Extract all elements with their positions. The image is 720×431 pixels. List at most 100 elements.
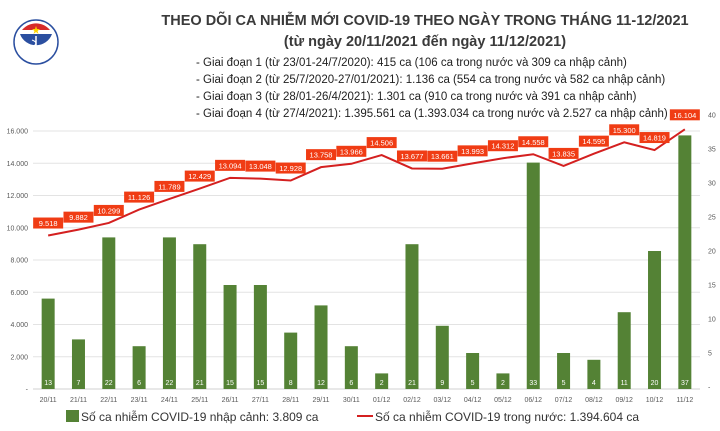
bar [557, 353, 571, 389]
left-tick-label: 4.000 [10, 322, 28, 329]
bar [41, 298, 55, 389]
bar-data-label: 7 [77, 380, 81, 387]
line-label-box [396, 150, 427, 162]
line-label-box [306, 149, 337, 161]
line-data-label: 14.312 [491, 142, 514, 151]
line-label-box [336, 145, 367, 157]
line-label-box [184, 170, 215, 182]
line-label-box [578, 135, 609, 147]
bar [344, 346, 358, 389]
line-data-label: 13.677 [401, 152, 424, 161]
x-tick-label: 01/12 [373, 397, 391, 404]
note-2: - Giai đoạn 2 (từ 25/7/2020-27/01/2021):… [196, 74, 665, 86]
x-tick-label: 09/12 [615, 397, 633, 404]
bar-data-label: 12 [317, 380, 325, 387]
line-data-label: 14.506 [370, 139, 393, 148]
line-data-label: 14.819 [643, 134, 666, 143]
line-data-label: 12.429 [188, 172, 211, 181]
chart-title: THEO DÕI CA NHIỄM MỚI COVID-19 THEO NGÀY… [161, 11, 688, 29]
line-label-box [245, 160, 276, 172]
line-data-label: 13.758 [310, 151, 333, 160]
x-tick-label: 04/12 [464, 397, 482, 404]
line-data-label: 13.661 [431, 152, 454, 161]
bar-data-label: 5 [471, 380, 475, 387]
bar-data-label: 6 [349, 380, 353, 387]
bar-data-label: 37 [681, 380, 689, 387]
line-data-label: 11.126 [128, 193, 150, 202]
x-tick-label: 30/11 [343, 397, 360, 404]
x-tick-label: 25/11 [191, 397, 208, 404]
bar-data-label: 15 [256, 380, 264, 387]
bar-data-label: 33 [529, 380, 537, 387]
line-data-label: 10.299 [97, 206, 120, 215]
bar-data-label: 21 [408, 380, 416, 387]
bar [193, 244, 207, 389]
x-tick-label: 27/11 [252, 397, 269, 404]
legend-line-label: Số ca nhiễm COVID-19 trong nước: 1.394.6… [375, 409, 639, 424]
bar [435, 325, 449, 389]
line-label-box [548, 147, 579, 159]
x-tick-label: 21/11 [70, 397, 87, 404]
legend: Số ca nhiễm COVID-19 nhập cảnh: 3.809 ca… [66, 409, 639, 424]
line-data-label: 13.993 [461, 147, 484, 156]
right-tick-label: 40 [708, 113, 716, 120]
bar [617, 312, 631, 389]
right-tick-label: - [708, 385, 711, 392]
line-data-label: 14.595 [582, 137, 605, 146]
note-4: - Giai đoạn 4 (từ 27/4/2021): 1.395.561 … [196, 108, 668, 120]
x-tick-label: 20/11 [40, 397, 57, 404]
bar-data-label: 22 [105, 380, 113, 387]
left-tick-label: 8.000 [10, 258, 28, 265]
line-data-label: 13.835 [552, 149, 575, 158]
x-tick-label: 29/11 [313, 397, 330, 404]
right-tick-label: 35 [708, 147, 716, 154]
bar [314, 305, 328, 389]
bar-data-label: 20 [651, 380, 659, 387]
x-tick-label: 07/12 [555, 397, 573, 404]
left-tick-label: 16.000 [7, 129, 29, 136]
bar [648, 251, 662, 389]
line-label-box [124, 191, 155, 203]
note-3: - Giai đoạn 3 (từ 28/01-26/4/2021): 1.30… [196, 91, 637, 103]
bar-data-label: 8 [289, 380, 293, 387]
line-label-box [669, 109, 700, 121]
bar [526, 162, 540, 389]
x-tick-label: 26/11 [222, 397, 239, 404]
line-label-box [63, 211, 94, 223]
bar-data-label: 9 [440, 380, 444, 387]
line-data-label: 13.048 [249, 162, 272, 171]
line-data-label: 9.882 [69, 213, 88, 222]
bar [102, 237, 116, 389]
bar [375, 373, 389, 389]
left-tick-label: - [26, 387, 29, 394]
right-tick-label: 5 [708, 351, 712, 358]
x-tick-label: 08/12 [585, 397, 603, 404]
bar [496, 373, 510, 389]
bar-data-label: 22 [166, 380, 174, 387]
line-label-box [639, 132, 670, 144]
logo [13, 19, 59, 65]
x-tick-label: 22/11 [100, 397, 117, 404]
line-data-label: 13.094 [219, 161, 242, 170]
x-tick-label: 23/11 [131, 397, 148, 404]
line-label-box [275, 162, 306, 174]
line-label-box [33, 217, 64, 229]
bar-data-label: 2 [501, 380, 505, 387]
bar-data-label: 13 [44, 380, 52, 387]
left-tick-label: 2.000 [10, 354, 28, 361]
left-tick-label: 6.000 [10, 290, 28, 297]
bar [678, 135, 692, 389]
right-tick-label: 30 [708, 181, 716, 188]
bar-data-label: 6 [137, 380, 141, 387]
line-label-box [609, 124, 640, 136]
x-tick-label: 02/12 [403, 397, 421, 404]
line-label-box [457, 145, 488, 157]
bar [162, 237, 176, 389]
line-data-label: 13.966 [340, 147, 363, 156]
right-tick-label: 10 [708, 317, 716, 324]
right-tick-label: 25 [708, 215, 716, 222]
bar [466, 353, 480, 389]
line-label-box [154, 180, 185, 192]
line-data-label: 9.518 [39, 219, 58, 228]
